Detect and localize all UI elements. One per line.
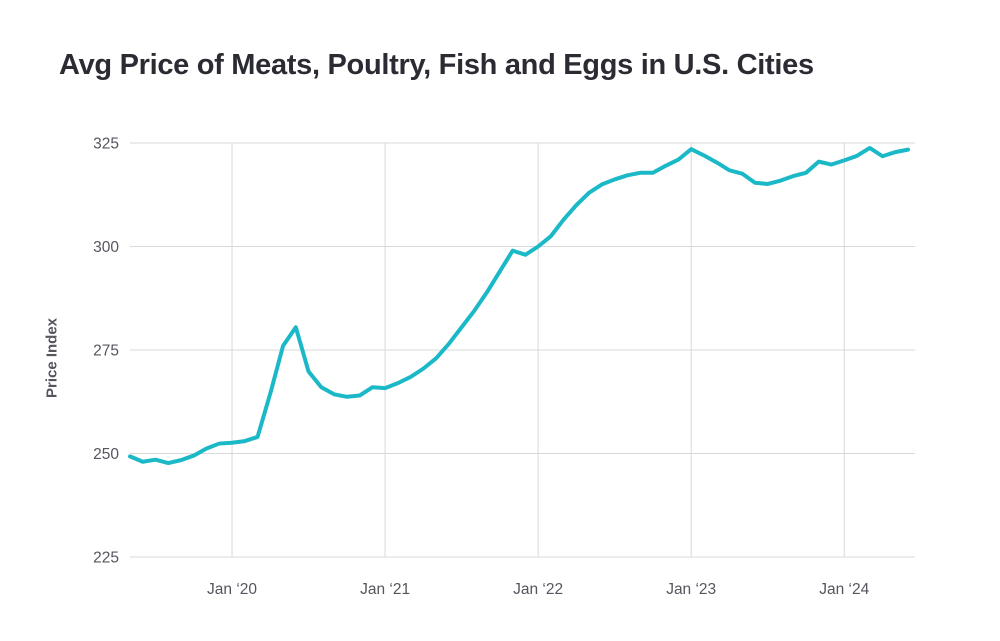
x-tick-label: Jan ‘22 xyxy=(513,581,563,598)
x-tick-label: Jan ‘23 xyxy=(666,581,716,598)
price-index-series-line xyxy=(128,145,910,466)
y-tick-label: 250 xyxy=(93,446,119,463)
x-tick-label: Jan ‘20 xyxy=(207,581,257,598)
y-axis-tick-labels: 225 250 275 300 325 xyxy=(93,136,119,567)
y-tick-label: 275 xyxy=(93,343,119,360)
x-tick-label: Jan ‘24 xyxy=(819,581,869,598)
y-tick-label: 225 xyxy=(93,550,119,567)
x-tick-label: Jan ‘21 xyxy=(360,581,410,598)
vertical-gridlines xyxy=(231,143,845,557)
horizontal-gridlines xyxy=(130,142,915,558)
chart-title: Avg Price of Meats, Poultry, Fish and Eg… xyxy=(59,49,814,81)
y-tick-label: 325 xyxy=(93,136,119,153)
y-tick-label: 300 xyxy=(93,239,119,256)
x-axis-tick-labels: Jan ‘20 Jan ‘21 Jan ‘22 Jan ‘23 Jan ‘24 xyxy=(207,581,870,598)
